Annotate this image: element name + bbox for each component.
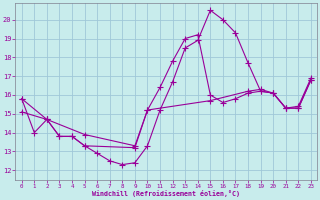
X-axis label: Windchill (Refroidissement éolien,°C): Windchill (Refroidissement éolien,°C) (92, 190, 240, 197)
